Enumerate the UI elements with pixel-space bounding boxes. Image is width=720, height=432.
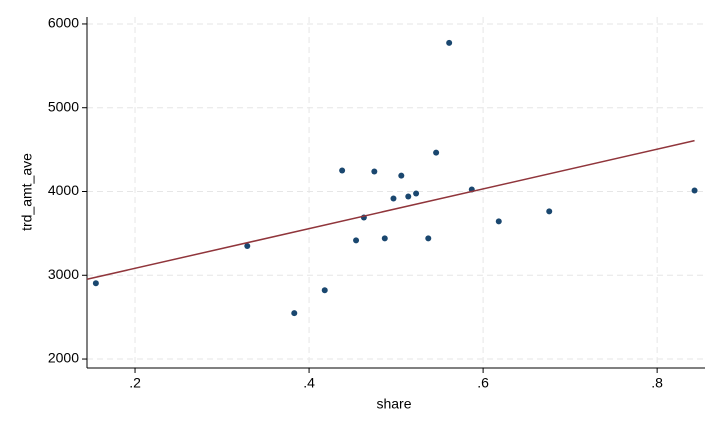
y-tick-label: 2000 <box>48 350 79 366</box>
y-tick-label: 5000 <box>48 98 79 114</box>
fit-line <box>86 139 695 281</box>
point <box>390 195 397 202</box>
y-tick-label: 3000 <box>48 266 79 282</box>
point <box>433 149 440 156</box>
point <box>495 218 502 225</box>
point <box>353 237 360 244</box>
point <box>405 193 412 200</box>
x-tick-label: .8 <box>651 375 663 391</box>
point <box>371 168 378 175</box>
x-axis-label: share <box>376 396 411 412</box>
point <box>291 310 298 317</box>
point <box>398 172 405 179</box>
point <box>425 235 432 242</box>
point <box>413 190 420 197</box>
point <box>546 208 553 215</box>
x-tick-label: .6 <box>477 375 489 391</box>
point <box>339 167 346 174</box>
point <box>244 242 251 249</box>
point <box>691 187 698 194</box>
y-tick-label: 4000 <box>48 182 79 198</box>
x-tick-label: .2 <box>129 375 141 391</box>
point <box>321 287 328 294</box>
x-tick-label: .4 <box>303 375 315 391</box>
y-tick-label: 6000 <box>48 15 79 31</box>
y-axis-label: trd_amt_ave <box>19 153 35 231</box>
point <box>446 39 453 46</box>
point <box>381 235 388 242</box>
point <box>92 280 99 287</box>
